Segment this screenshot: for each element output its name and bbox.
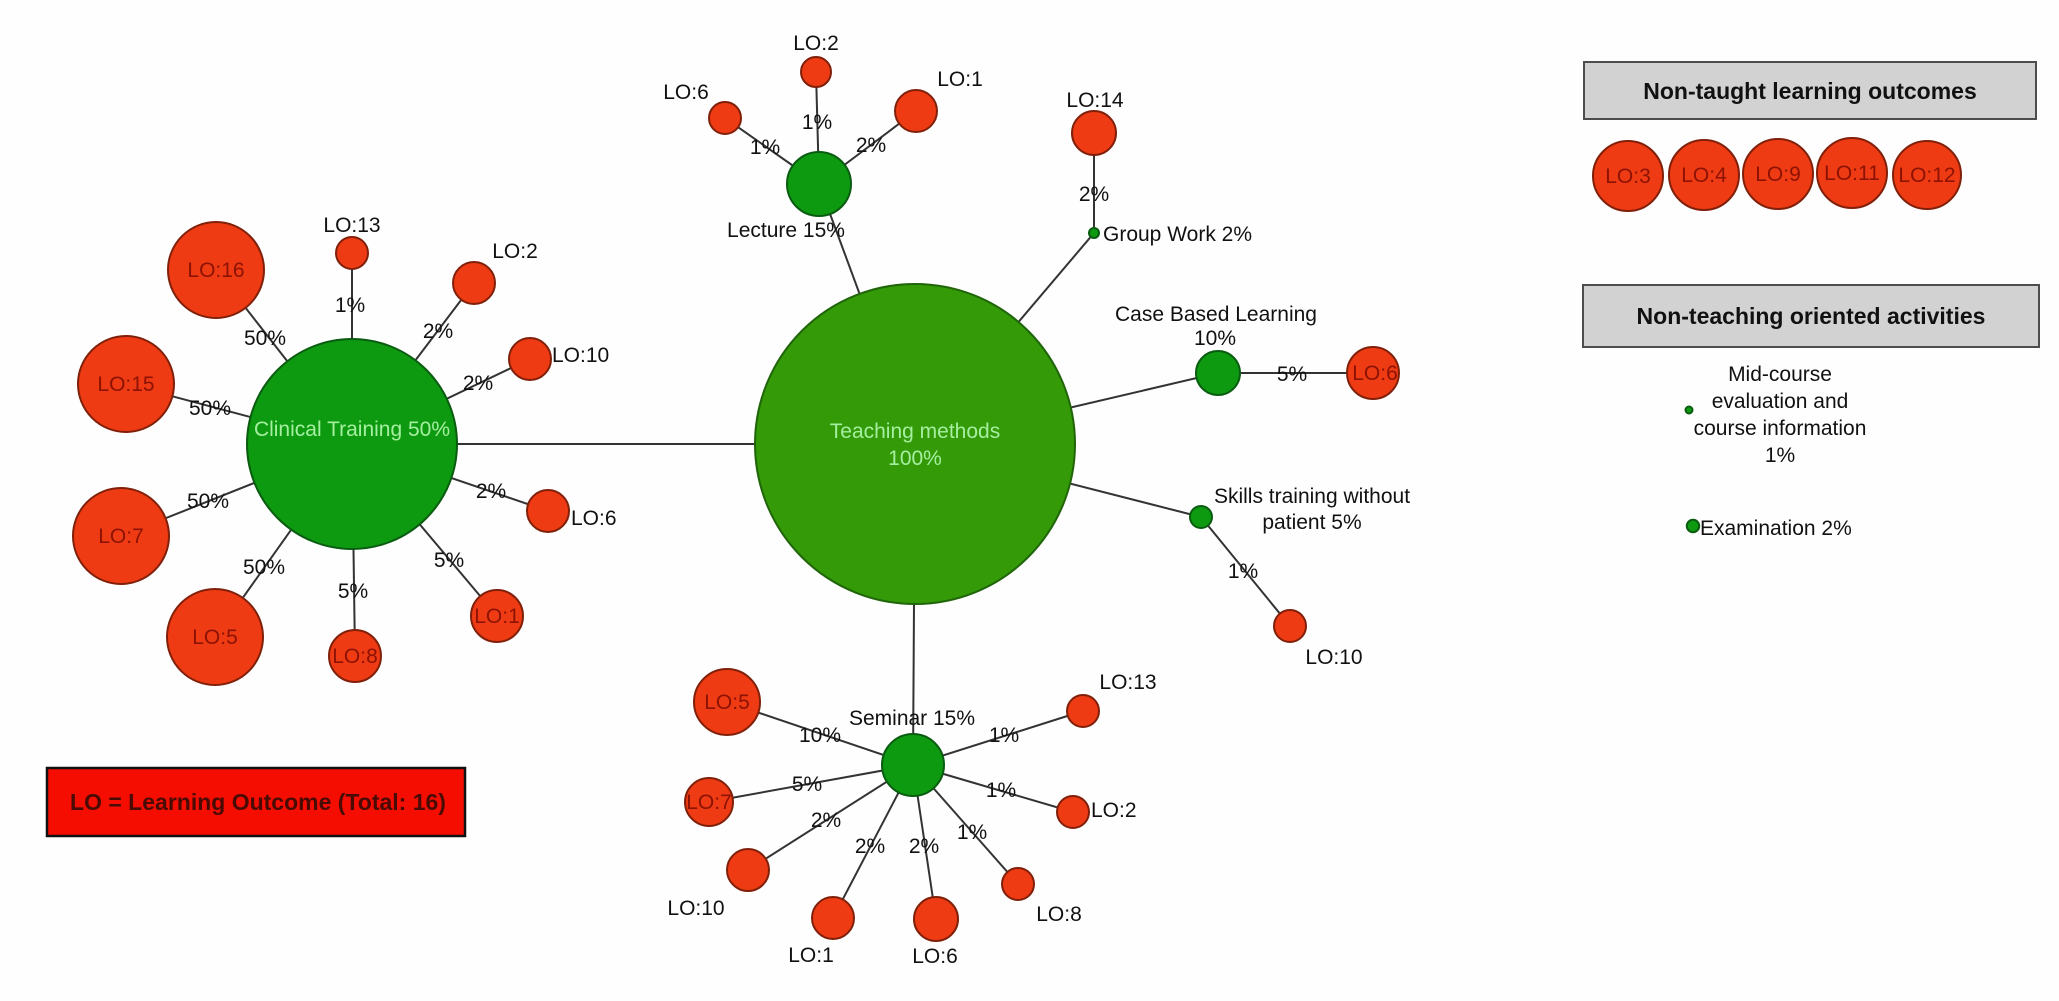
svg-text:2%: 2% [855,835,885,858]
svg-text:50%: 50% [189,397,231,420]
svg-text:LO:15: LO:15 [97,373,154,396]
svg-text:Examination 2%: Examination 2% [1700,517,1852,540]
svg-text:LO:2: LO:2 [1091,799,1137,822]
svg-text:LO:6: LO:6 [1352,362,1398,385]
svg-text:LO:8: LO:8 [1036,903,1082,926]
svg-text:Clinical Training 50%: Clinical Training 50% [254,418,450,441]
svg-text:2%: 2% [476,480,506,503]
svg-text:5%: 5% [1277,363,1307,386]
svg-text:LO = Learning Outcome (Total:: LO = Learning Outcome (Total: 16) [70,789,446,815]
svg-text:LO:13: LO:13 [323,214,380,237]
svg-text:1%: 1% [750,136,780,159]
svg-text:LO:7: LO:7 [686,791,732,814]
svg-text:1%: 1% [986,779,1016,802]
svg-text:5%: 5% [434,549,464,572]
svg-text:LO:11: LO:11 [1824,162,1880,185]
svg-text:LO:2: LO:2 [793,32,839,55]
svg-text:course information: course information [1694,417,1867,440]
svg-text:LO:9: LO:9 [1755,163,1801,186]
svg-text:patient 5%: patient 5% [1262,511,1361,534]
svg-text:2%: 2% [463,372,493,395]
svg-text:50%: 50% [187,490,229,513]
svg-text:5%: 5% [792,773,822,796]
svg-text:Case Based Learning: Case Based Learning [1115,303,1317,326]
svg-text:LO:5: LO:5 [192,626,238,649]
svg-text:LO:10: LO:10 [552,344,609,367]
svg-text:LO:13: LO:13 [1099,671,1156,694]
svg-text:2%: 2% [423,320,453,343]
svg-text:1%: 1% [989,724,1019,747]
svg-text:100%: 100% [888,447,942,470]
svg-text:2%: 2% [1079,183,1109,206]
svg-text:Group Work 2%: Group Work 2% [1103,223,1252,246]
svg-text:LO:1: LO:1 [474,605,520,628]
svg-text:2%: 2% [909,835,939,858]
svg-text:1%: 1% [802,111,832,134]
svg-text:1%: 1% [1228,560,1258,583]
svg-text:Mid-course: Mid-course [1728,363,1832,386]
svg-text:2%: 2% [811,809,841,832]
svg-text:50%: 50% [243,556,285,579]
svg-text:Non-taught learning outcomes: Non-taught learning outcomes [1643,78,1977,104]
svg-text:LO:6: LO:6 [663,81,709,104]
svg-text:10%: 10% [799,724,841,747]
svg-text:Teaching methods: Teaching methods [830,420,1000,443]
svg-text:5%: 5% [338,580,368,603]
svg-text:2%: 2% [856,134,886,157]
svg-text:LO:3: LO:3 [1605,165,1651,188]
svg-text:LO:10: LO:10 [1305,646,1362,669]
svg-text:10%: 10% [1194,327,1236,350]
svg-text:1%: 1% [957,821,987,844]
svg-text:LO:2: LO:2 [492,240,538,263]
svg-text:50%: 50% [244,327,286,350]
svg-text:LO:5: LO:5 [704,691,750,714]
svg-text:LO:1: LO:1 [937,68,983,91]
svg-text:LO:6: LO:6 [912,945,958,968]
svg-text:LO:12: LO:12 [1898,164,1955,187]
svg-text:LO:16: LO:16 [187,259,244,282]
svg-text:LO:8: LO:8 [332,645,378,668]
svg-text:LO:4: LO:4 [1681,164,1727,187]
svg-text:LO:10: LO:10 [667,897,724,920]
svg-text:LO:7: LO:7 [98,525,144,548]
svg-text:1%: 1% [335,294,365,317]
svg-text:Non-teaching oriented activiti: Non-teaching oriented activities [1637,303,1986,329]
svg-text:Seminar 15%: Seminar 15% [849,707,975,730]
svg-text:LO:6: LO:6 [571,507,617,530]
svg-text:Lecture 15%: Lecture 15% [727,219,845,242]
svg-text:evaluation and: evaluation and [1712,390,1849,413]
svg-text:Skills training without: Skills training without [1214,485,1410,508]
svg-text:LO:14: LO:14 [1066,89,1124,112]
svg-text:LO:1: LO:1 [788,944,834,967]
svg-text:1%: 1% [1765,444,1795,467]
